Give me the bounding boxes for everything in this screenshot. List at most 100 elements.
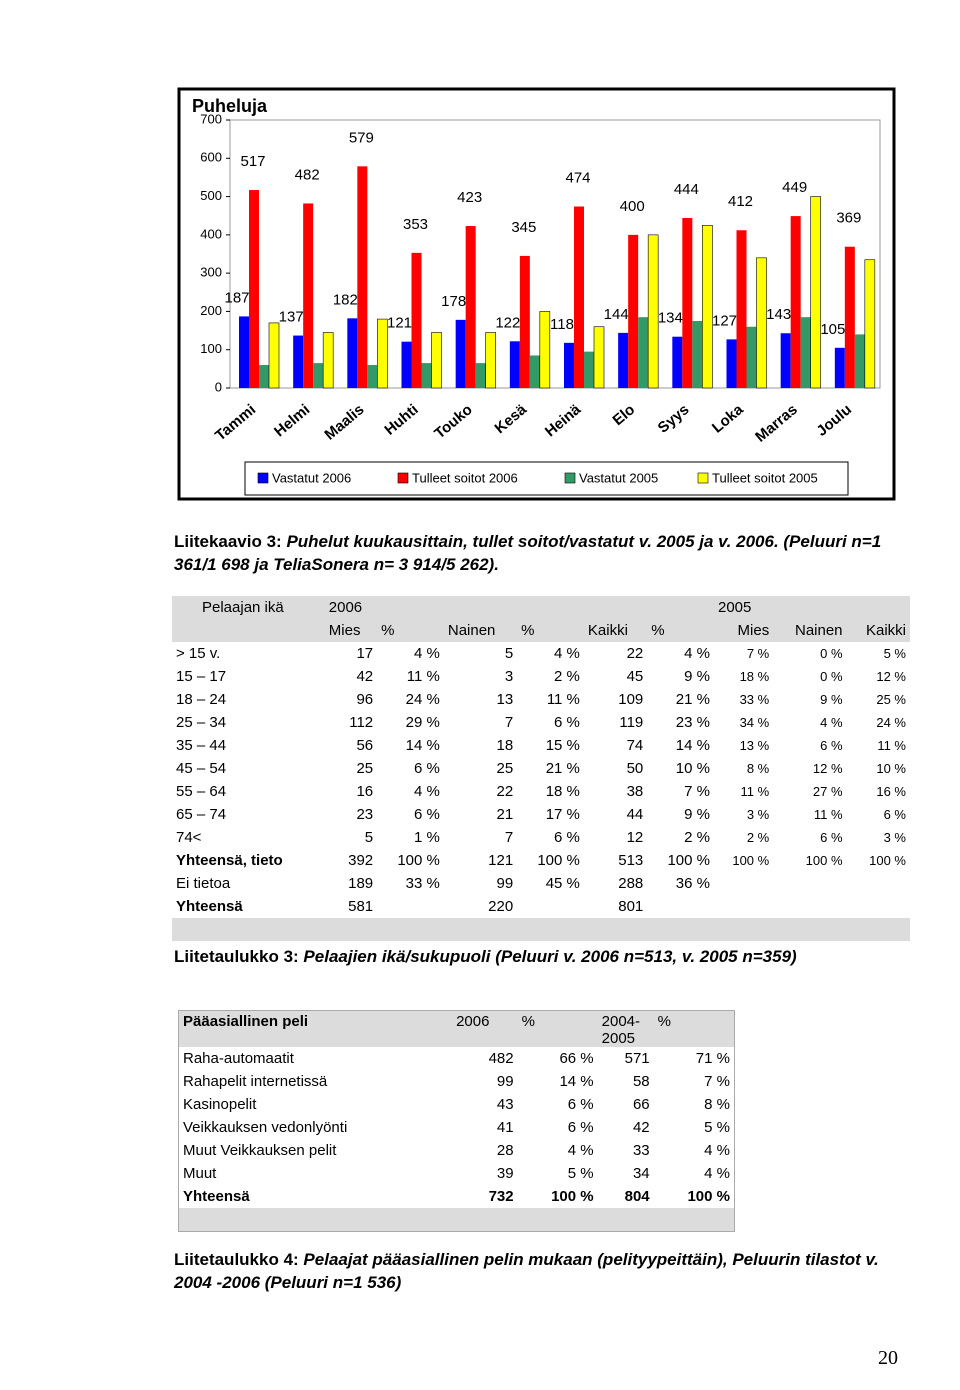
- table-cell: 23: [356, 806, 374, 823]
- table-row: 15 – 17 42 11 % 3 2 % 45 9 % 18 % 0 % 12 %: [172, 665, 910, 688]
- table-cell: 6 %: [567, 1096, 594, 1113]
- table-cell: 45 – 54: [176, 760, 227, 777]
- data-label: 400: [620, 198, 645, 215]
- data-label: 121: [387, 315, 412, 332]
- data-label: 412: [728, 193, 753, 210]
- table-cell: [714, 895, 773, 918]
- table-cell: 18 %: [739, 669, 770, 684]
- table-cell: 41: [496, 1119, 514, 1136]
- bar: [780, 333, 791, 388]
- table-cell: 35 – 44: [176, 737, 227, 754]
- table-row: Veikkauksen vedonlyönti 41 6 % 42 5 %: [179, 1116, 735, 1139]
- table-cell: 66: [632, 1096, 650, 1113]
- table-cell: 25: [356, 760, 374, 777]
- header-row: Pelaajan ikä 2006 2005: [172, 596, 910, 619]
- chart-frame: [177, 87, 896, 501]
- table-cell: [647, 895, 714, 918]
- table-cell: 571: [624, 1050, 650, 1067]
- table-cell: Raha-automaatit: [183, 1050, 294, 1067]
- table-cell: 45: [626, 668, 644, 685]
- header-cell: %: [377, 619, 444, 642]
- table-cell: 50: [626, 760, 644, 777]
- table-row: 35 – 44 56 14 % 18 15 % 74 14 % 13 % 6 % 11 %: [172, 734, 910, 757]
- data-label: 482: [295, 166, 320, 183]
- header-cell: Kaikki: [846, 619, 910, 642]
- data-label: 182: [333, 291, 358, 308]
- table-cell: 2 %: [554, 668, 580, 685]
- table-cell: 11 %: [813, 807, 843, 822]
- table-cell: 18: [496, 737, 514, 754]
- header-row: Mies% Nainen% Kaikki% Mies Nainen Kaikki: [172, 619, 910, 642]
- legend-box: [244, 461, 849, 496]
- bar: [574, 206, 584, 388]
- y-tick-label: 0: [215, 379, 222, 394]
- table-row: Rahapelit internetissä 99 14 % 58 7 %: [179, 1070, 735, 1093]
- y-tick-label: 700: [200, 111, 222, 126]
- table-cell: 11 %: [546, 691, 580, 708]
- table-cell: 7: [504, 714, 514, 731]
- table-cell: 6 %: [820, 738, 843, 753]
- data-label: 178: [441, 293, 466, 310]
- table-cell: 392: [348, 852, 374, 869]
- table-cell: 12: [626, 829, 644, 846]
- header-cell: Nainen: [773, 619, 847, 642]
- table-cell: 5 %: [704, 1119, 730, 1136]
- table-cell: 25 – 34: [176, 714, 227, 731]
- footer-row: [172, 918, 910, 941]
- table-cell: 25: [496, 760, 514, 777]
- table-cell: 4 %: [414, 645, 440, 662]
- table-cell: 6 %: [554, 829, 580, 846]
- bar: [347, 318, 358, 388]
- table-cell: 28: [496, 1142, 514, 1159]
- table-cell: 42: [356, 668, 374, 685]
- bar: [810, 196, 821, 389]
- caption-text: Puhelut kuukausittain, tullet soitot/vas…: [174, 532, 882, 574]
- table-cell: 17 %: [545, 806, 580, 823]
- table-cell: 100 %: [869, 853, 906, 868]
- header-cell: 2006: [452, 1010, 518, 1047]
- data-label: 187: [224, 289, 249, 306]
- table-cell: 8 %: [704, 1096, 730, 1113]
- bar: [259, 365, 269, 388]
- table-cell: 14 %: [559, 1073, 594, 1090]
- table-cell: [172, 918, 910, 941]
- table-cell: 33 %: [405, 875, 440, 892]
- table-cell: [773, 895, 846, 918]
- bar: [638, 317, 649, 388]
- table-cell: 16: [356, 783, 374, 800]
- table-cell: 100 %: [687, 1188, 730, 1205]
- table-cell: 100 %: [537, 852, 580, 869]
- table-cell: 33: [632, 1142, 650, 1159]
- table-cell: 34 %: [739, 715, 770, 730]
- table-cell: 27 %: [812, 784, 843, 799]
- data-label: 517: [240, 153, 265, 170]
- data-label: 423: [457, 189, 482, 206]
- table-cell: [847, 872, 910, 895]
- table-cell: 4 %: [567, 1142, 594, 1159]
- table-cell: 96: [356, 691, 374, 708]
- table-cell: 4 %: [554, 645, 580, 662]
- table-cell: [847, 895, 910, 918]
- y-tick-label: 200: [200, 303, 222, 318]
- table-cell: 121: [488, 852, 514, 869]
- table-cell: Yhteensä, tieto: [176, 852, 283, 869]
- header-cell: [172, 619, 325, 642]
- table-cell: 22: [626, 645, 644, 662]
- table-cell: 0 %: [820, 669, 843, 684]
- table-cell: 11 %: [406, 668, 440, 685]
- bar: [864, 259, 876, 389]
- table-cell: 119: [619, 714, 644, 731]
- table-cell: 189: [348, 875, 374, 892]
- bar: [702, 224, 713, 389]
- bar: [485, 332, 496, 389]
- header-cell: Mies: [324, 619, 378, 642]
- table-cell: 5 %: [567, 1165, 594, 1182]
- table-cell: 5: [504, 645, 514, 662]
- table-cell: 16 %: [876, 784, 906, 799]
- table-row: Ei tietoa 189 33 % 99 45 % 288 36 %: [172, 872, 910, 895]
- table-cell: 17: [356, 645, 374, 662]
- data-label: 118: [550, 316, 574, 333]
- table-cell: > 15 v.: [176, 645, 221, 662]
- table-cell: 42: [632, 1119, 650, 1136]
- legend-swatch: [397, 472, 409, 484]
